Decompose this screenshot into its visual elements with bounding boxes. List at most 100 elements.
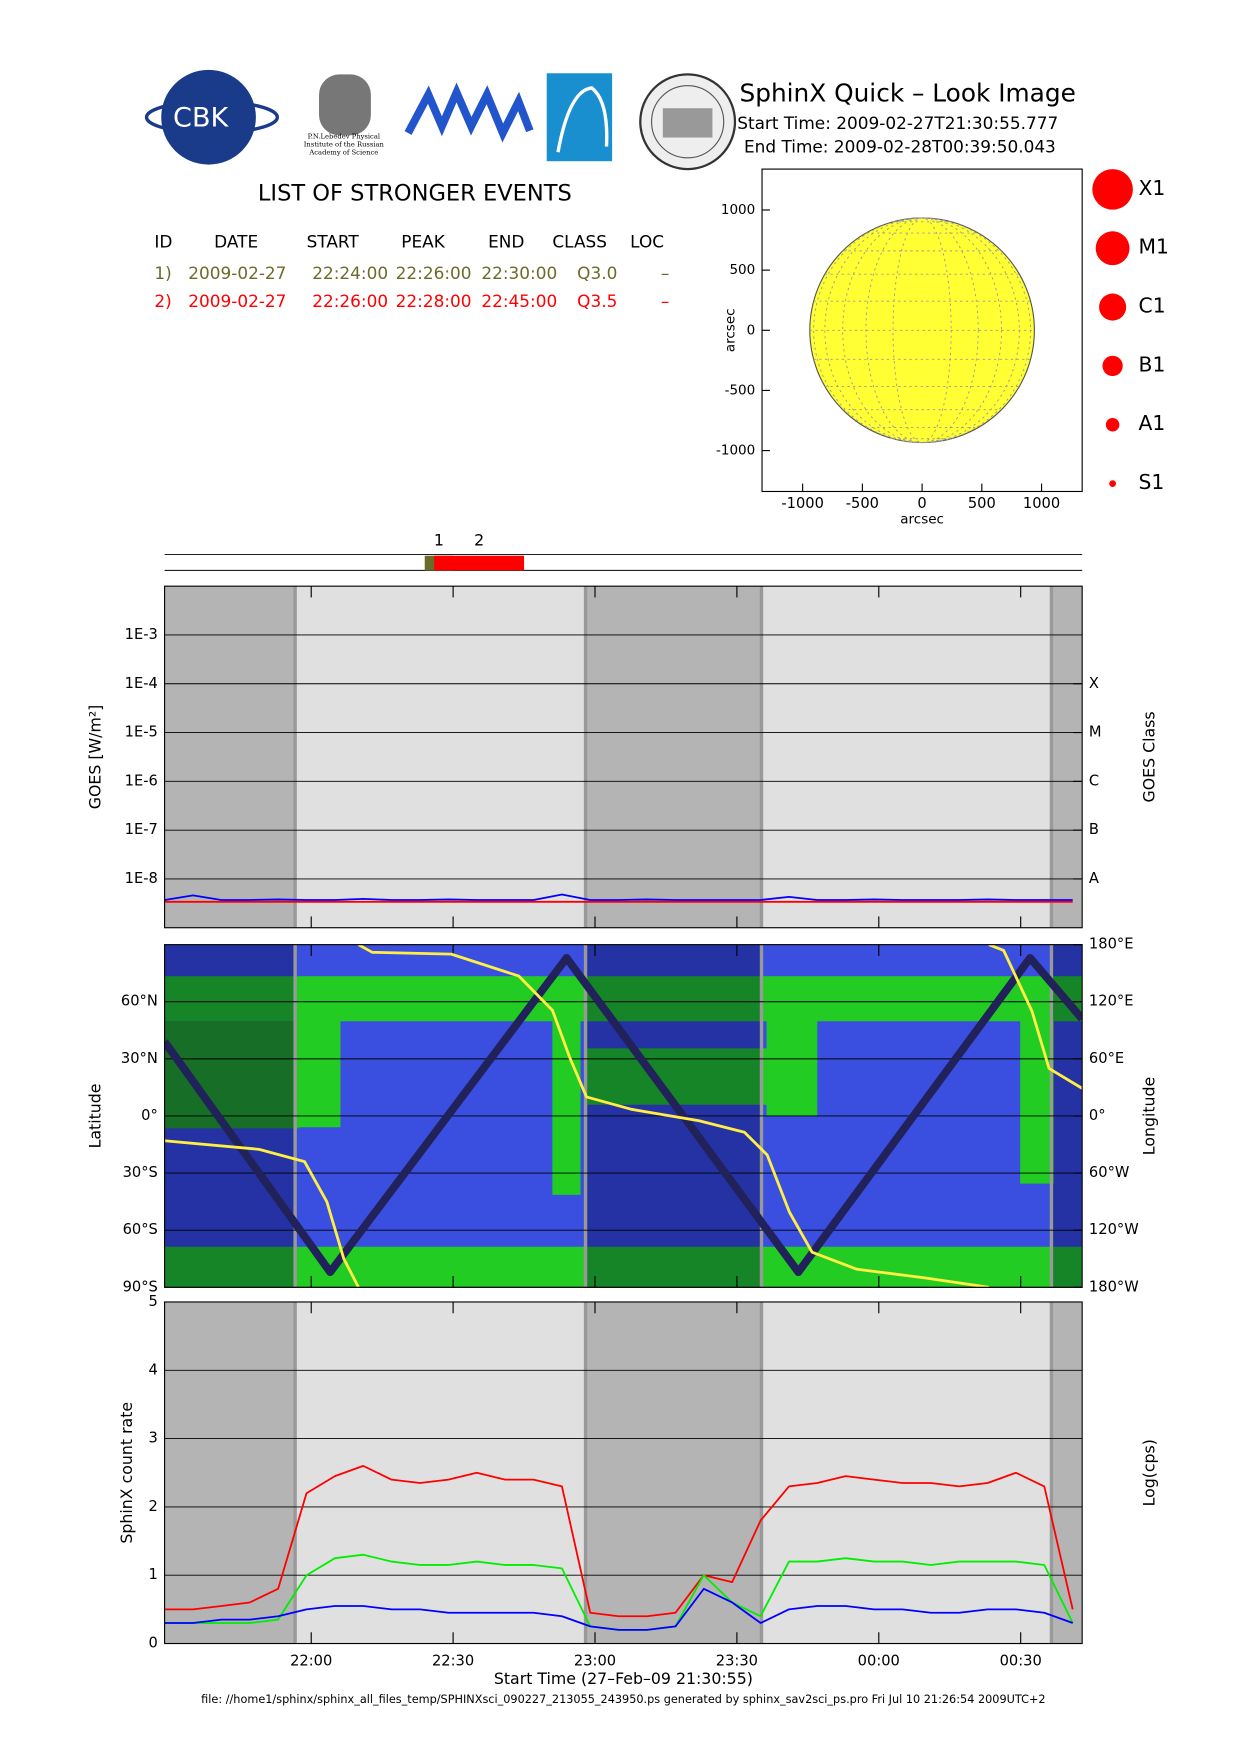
logo-lebedev-caption: P.N.Lebedev Physical Institute of the Ru… (303, 133, 384, 157)
legend-label: C1 (1139, 294, 1166, 318)
x-tick-label: 00:00 (858, 1653, 900, 1670)
y-tick-label: 1E-5 (125, 724, 158, 741)
events-title: LIST OF STRONGER EVENTS (258, 180, 572, 206)
y-tick-label: 30°N (121, 1050, 158, 1067)
y-tick-label: 1E-4 (125, 675, 158, 692)
y2-axis-label: Longitude (1139, 1077, 1158, 1155)
table-cell: 22:45:00 (481, 291, 557, 311)
y2-tick-label: X (1089, 675, 1099, 692)
logo-mifi (404, 82, 534, 143)
orbit-map-band (295, 991, 341, 1128)
logo-lebedev-portrait (319, 74, 371, 136)
series-group (164, 893, 1073, 903)
x-tick-label: -1000 (781, 495, 824, 512)
legend-marker (1095, 231, 1130, 266)
y-axis-label: SphinX count rate (117, 1402, 136, 1544)
table-header: PEAK (401, 231, 445, 251)
x-tick-label: 0 (917, 495, 926, 512)
y2-tick-label: A (1089, 870, 1099, 887)
y2-tick-label: C (1089, 772, 1099, 789)
y-tick-label: 0 (148, 1635, 157, 1652)
table-cell: 22:26:00 (396, 263, 472, 283)
series-line (164, 1464, 1074, 1618)
logo-iki (546, 73, 613, 162)
y-axis-label: GOES [W/m²] (85, 705, 104, 810)
y-tick-label: 4 (148, 1361, 157, 1378)
background-layer (164, 586, 1083, 1644)
x-tick-label: 22:30 (432, 1653, 474, 1670)
table-cell: 2) (154, 291, 171, 311)
y-tick-label: 60°S (123, 1221, 158, 1238)
legend-label: X1 (1139, 176, 1166, 200)
legend-label: M1 (1139, 235, 1169, 259)
y-axis-label: arcsec (722, 308, 738, 352)
legend-marker (1105, 417, 1120, 432)
y-tick-label: -1000 (716, 443, 755, 459)
logo-cbk-text: CBK (173, 102, 229, 133)
table-header: START (307, 231, 360, 251)
panel-frame (164, 1301, 1083, 1645)
series-line (164, 1587, 1074, 1631)
y2-tick-label: 60°W (1089, 1164, 1129, 1181)
y-tick-label: 5 (148, 1293, 157, 1310)
x-tick-label: 00:30 (1000, 1653, 1042, 1670)
footer: file: //home1/sphinx/sphinx_all_files_te… (201, 1693, 1045, 1706)
legend-marker (1099, 293, 1127, 321)
series-line (164, 953, 1083, 1277)
night-shade (164, 586, 296, 928)
event-label: 2 (474, 531, 484, 550)
table-header: CLASS (552, 231, 607, 251)
x-tick-label: 500 (968, 495, 996, 512)
y-tick-label: 0 (747, 322, 756, 338)
y-tick-label: 3 (148, 1430, 157, 1447)
y-tick-label: 1E-7 (125, 821, 158, 838)
y2-tick-label: 120°E (1089, 993, 1134, 1010)
y-tick-label: 60°N (121, 993, 158, 1010)
x-tick-label: 23:30 (716, 1653, 758, 1670)
table-cell: 2009-02-27 (188, 263, 286, 283)
y2-tick-label: 120°W (1089, 1221, 1139, 1238)
series-group (164, 944, 1083, 1288)
panel-frame (164, 585, 1083, 929)
logo-cbk (161, 69, 256, 165)
series-line (164, 1139, 360, 1288)
y2-axis-label: GOES Class (1139, 711, 1158, 802)
night-shade (585, 586, 762, 928)
header-start: Start Time: 2009-02-27T21:30:55.777 (737, 113, 1058, 133)
x-tick-label: 22:00 (290, 1653, 332, 1670)
header-end: End Time: 2009-02-28T00:39:50.043 (744, 137, 1056, 157)
night-shade (585, 1301, 762, 1644)
y-tick-label: 1E-8 (125, 870, 158, 887)
orbit-map-band (586, 1048, 767, 1105)
night-shade (164, 1301, 296, 1644)
orbit-map-band (1020, 1003, 1054, 1184)
y-tick-label: 0° (141, 1107, 158, 1124)
table-cell: 2009-02-27 (188, 291, 286, 311)
table-cell: Q3.0 (577, 263, 617, 283)
table-cell: 22:26:00 (312, 291, 388, 311)
event-segment (434, 555, 525, 571)
y2-tick-label: M (1089, 724, 1102, 741)
table-cell: 22:30:00 (481, 263, 557, 283)
y-tick-label: 1E-3 (125, 626, 158, 643)
y2-tick-label: 180°E (1089, 936, 1134, 953)
series-line (164, 893, 1073, 901)
table-cell: Q3.5 (577, 291, 617, 311)
series-line (357, 944, 990, 1288)
table-cell: 1) (154, 263, 171, 283)
x-axis-label: Start Time (27–Feb–09 21:30:55) (494, 1669, 753, 1688)
x-axis-label: arcsec (900, 512, 944, 528)
x-tick-label: 1000 (1023, 495, 1060, 512)
night-shade (1051, 586, 1083, 928)
series-group (164, 1464, 1074, 1631)
legend-marker (1092, 169, 1133, 210)
logo-seal-building (662, 108, 713, 138)
logo-lebedev-caption-box: P.N.Lebedev Physical Institute of the Ru… (303, 133, 384, 157)
table-header: LOC (630, 231, 664, 251)
y-tick-label: 1000 (721, 202, 755, 218)
y-tick-label: 90°S (123, 1278, 158, 1295)
y2-tick-label: 0° (1089, 1107, 1106, 1124)
